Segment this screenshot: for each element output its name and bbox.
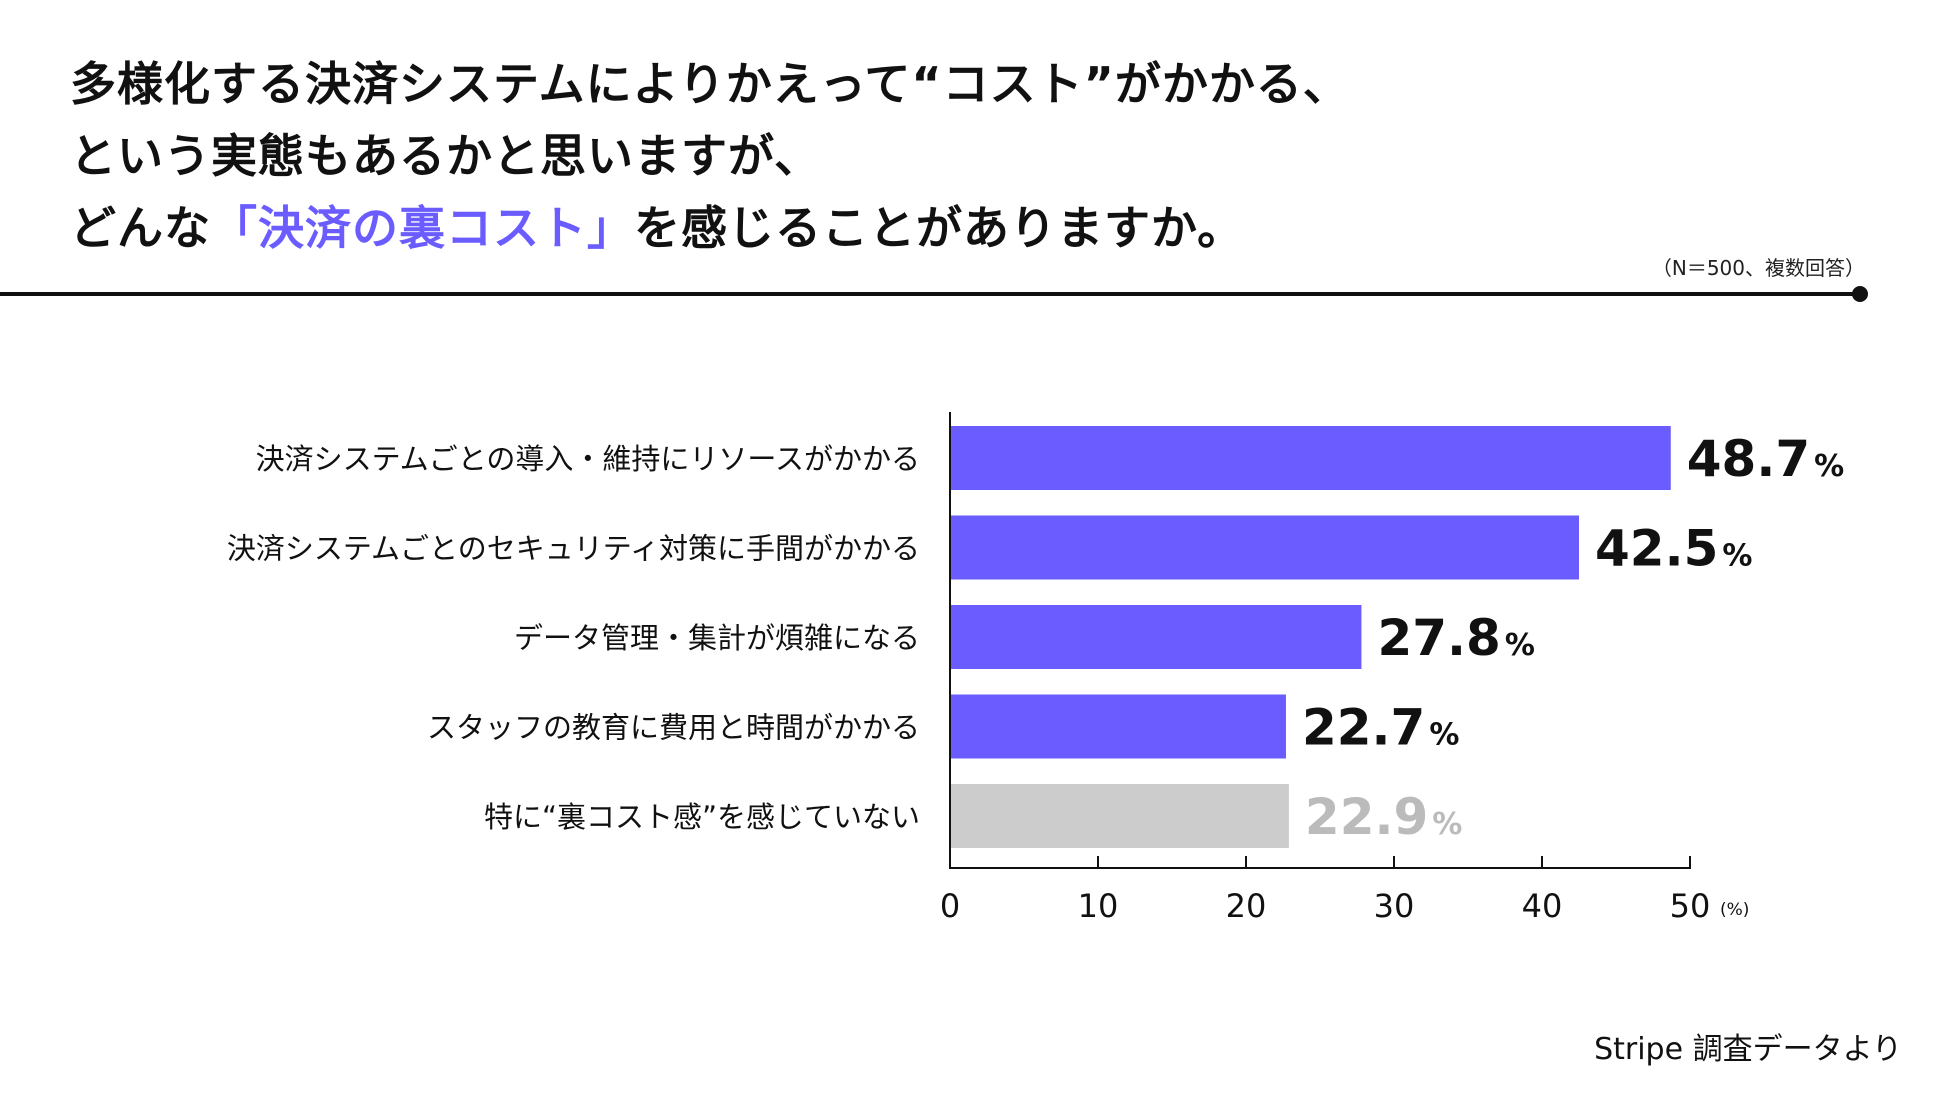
category-label: スタッフの教育に費用と時間がかかる [427,711,920,745]
bar [951,605,1362,669]
value-unit: % [1432,807,1462,842]
bar [951,694,1286,759]
category-label: データ管理・集計が煩雑になる [514,621,920,655]
title-line-3-pre: どんな [70,201,211,255]
divider-end-dot [1852,286,1868,302]
bar [951,784,1289,848]
title-line-3: どんな「決済の裏コスト」を感じることがありますか。 [70,192,1350,264]
value-label: 22.7% [1302,699,1459,757]
source-credit: Stripe 調査データより [1594,1032,1902,1067]
x-tick-label: 0 [940,887,960,925]
sample-note: （N＝500、複数回答） [1651,256,1865,280]
category-label: 決済システムごとの導入・維持にリソースがかかる [256,442,920,476]
value-number: 22.7 [1302,699,1425,757]
x-tick-label: 40 [1522,887,1563,925]
x-tick-label: 10 [1078,887,1119,925]
x-axis-unit: (%) [1720,900,1749,920]
category-label: 決済システムごとのセキュリティ対策に手間がかかる [227,532,920,566]
value-label: 48.7% [1687,430,1844,488]
bar [951,515,1579,580]
title-line-1: 多様化する決済システムによりかえって“コスト”がかかる、 [70,57,1350,111]
category-label: 特に“裏コスト感”を感じていない [484,800,920,834]
title-divider [0,292,1860,296]
value-number: 48.7 [1687,430,1810,488]
title-line-3-post: を感じることがありますか。 [634,201,1245,255]
chart-title: 多様化する決済システムによりかえって“コスト”がかかる、 という実態もあるかと思… [70,48,1350,264]
value-label: 27.8% [1377,609,1534,667]
value-number: 42.5 [1595,520,1718,578]
value-unit: % [1722,539,1752,574]
value-unit: % [1429,718,1459,753]
x-tick-label: 20 [1226,887,1267,925]
value-label: 22.9% [1305,788,1462,846]
title-line-2: という実態もあるかと思いますが、 [70,129,822,183]
x-tick-label: 50 [1670,887,1711,925]
value-unit: % [1505,628,1535,663]
value-number: 27.8 [1377,609,1500,667]
value-unit: % [1814,449,1844,484]
x-tick-label: 30 [1374,887,1415,925]
value-label: 42.5% [1595,520,1752,578]
bar [951,426,1671,490]
value-number: 22.9 [1305,788,1428,846]
title-highlight: 「決済の裏コスト」 [211,201,634,255]
